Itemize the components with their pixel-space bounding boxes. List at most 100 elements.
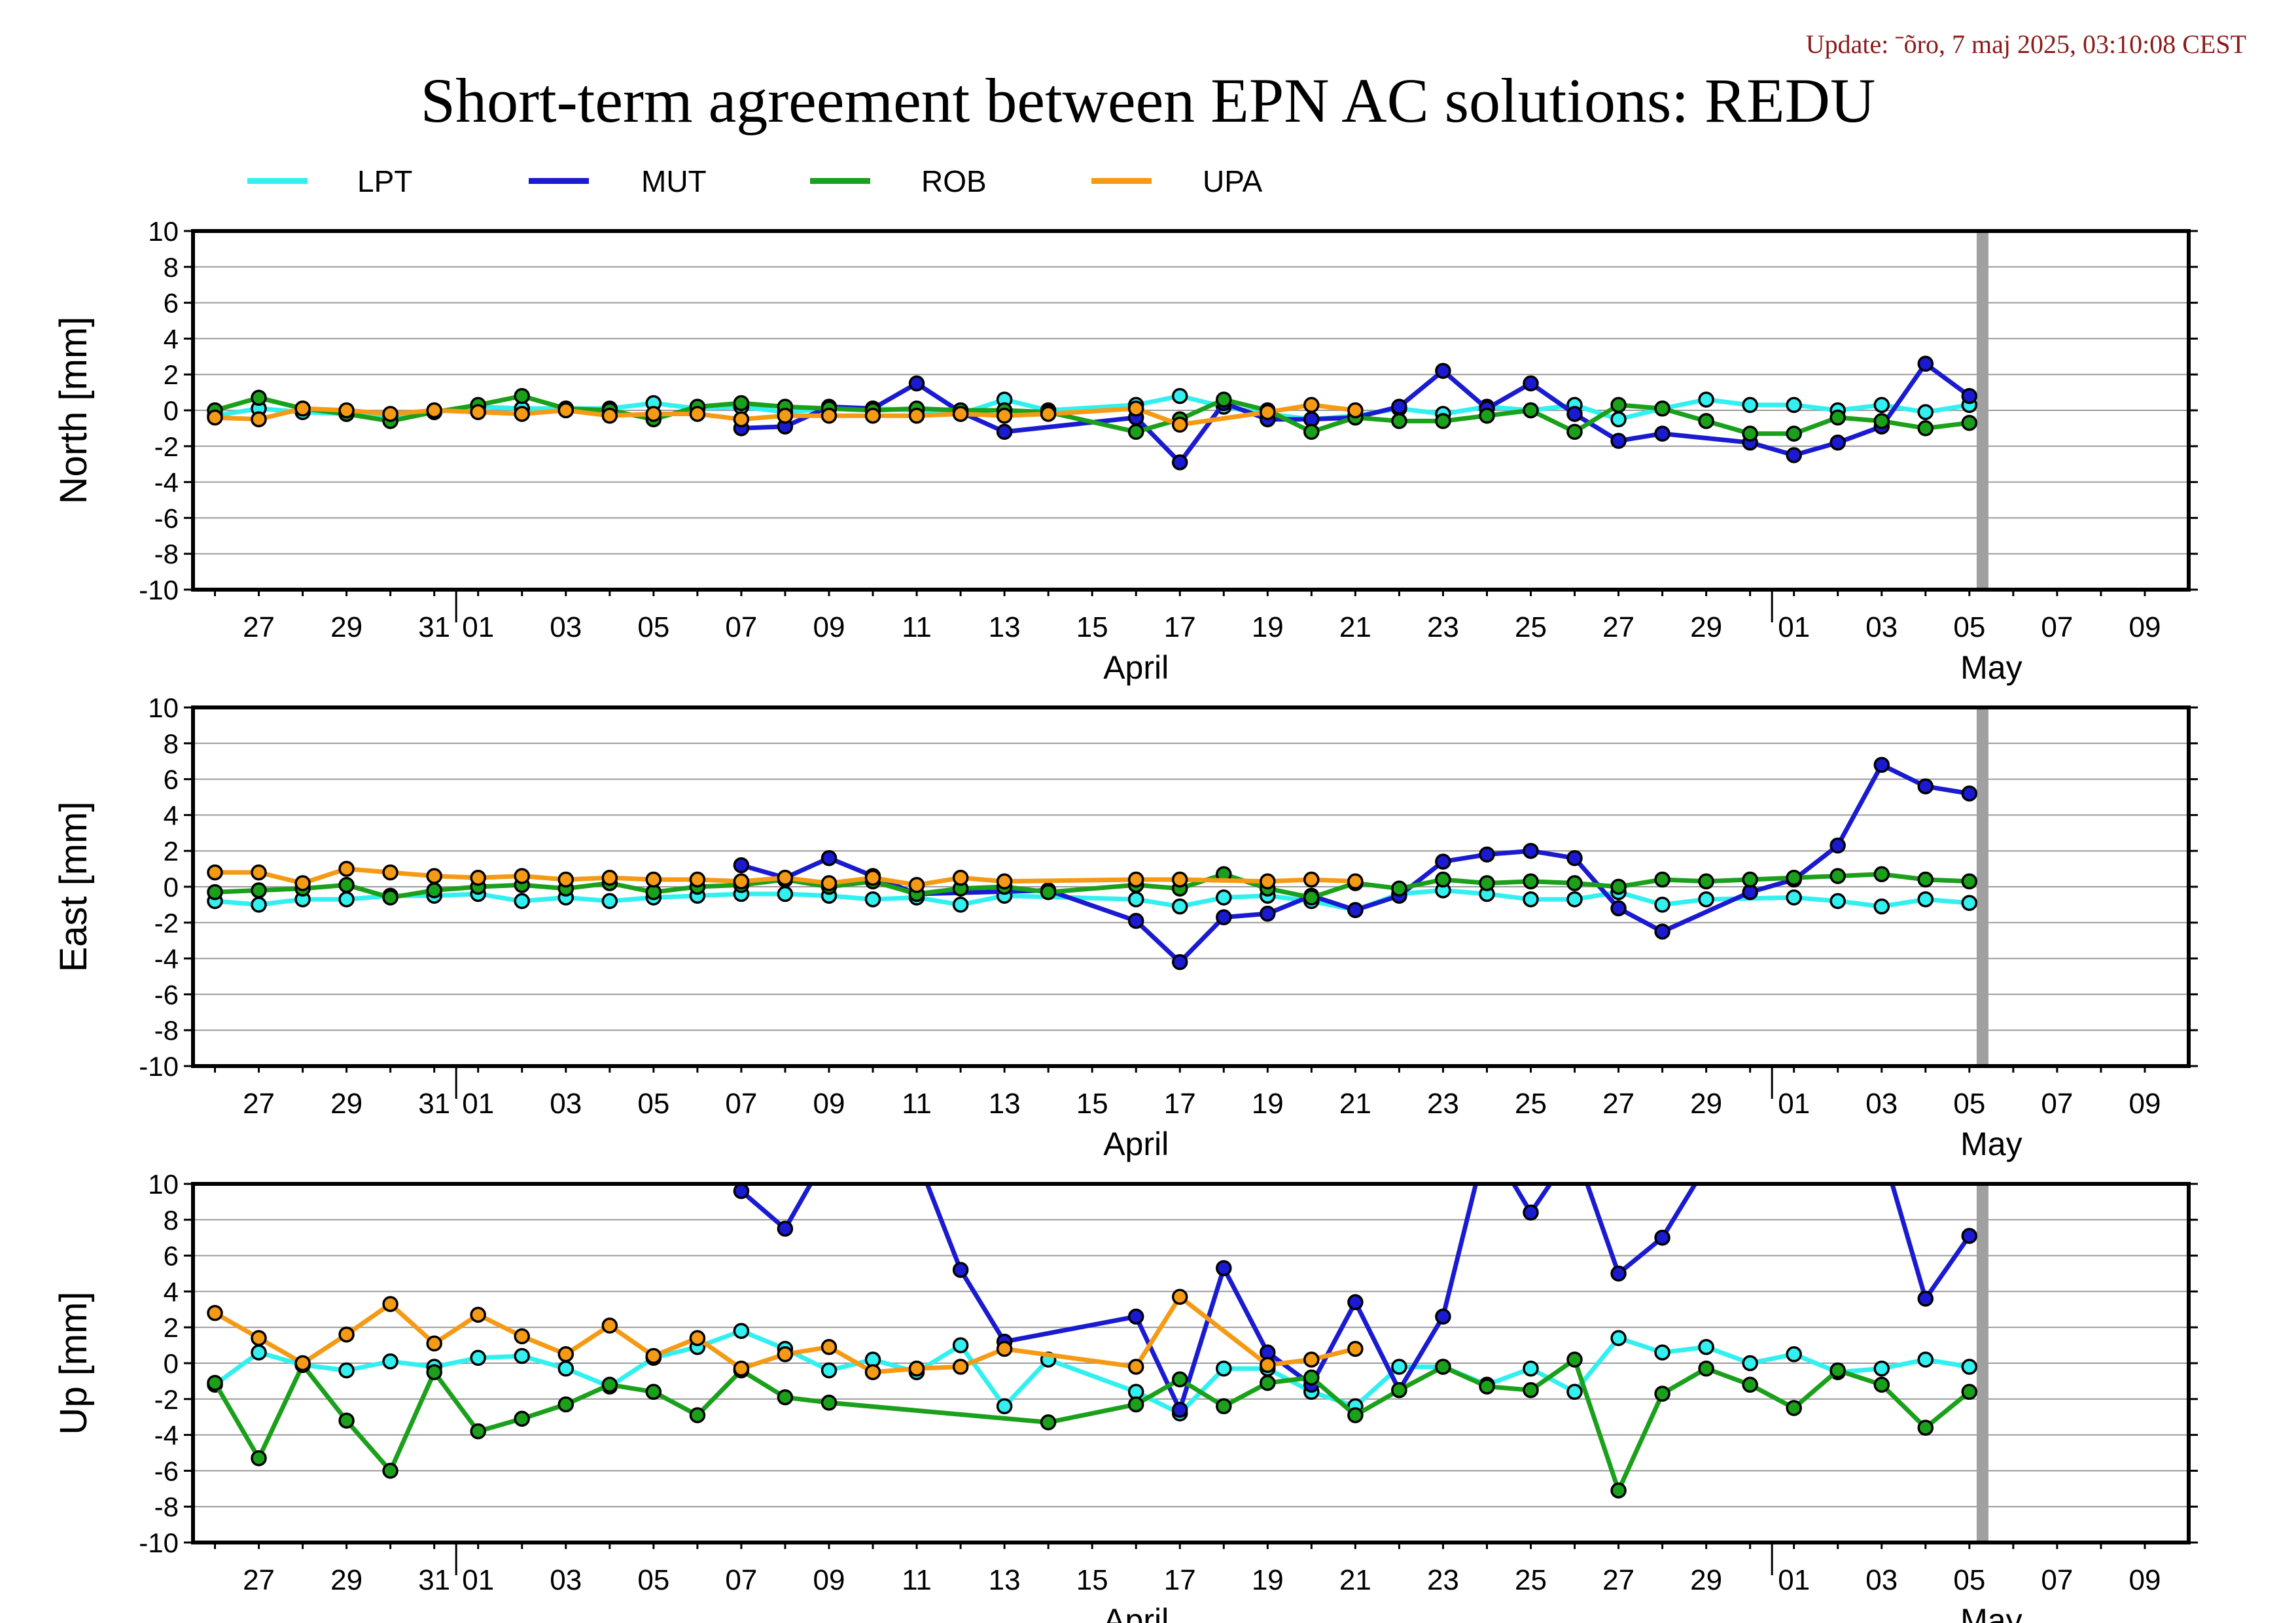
data-point-lpt bbox=[1171, 387, 1188, 404]
data-point-upa bbox=[426, 402, 442, 419]
x-tick-label: 15 bbox=[1076, 1088, 1108, 1120]
legend-label-upa: UPA bbox=[1203, 164, 1263, 198]
data-point-mut bbox=[1347, 1294, 1364, 1311]
x-tick-label: 05 bbox=[637, 611, 669, 643]
x-tick-label: 05 bbox=[1953, 1088, 1985, 1120]
data-point-upa bbox=[557, 1346, 574, 1363]
data-point-mut bbox=[866, 1105, 880, 1119]
data-point-rob bbox=[338, 1412, 355, 1429]
x-tick-label: 03 bbox=[1865, 611, 1898, 643]
x-tick-label: 31 bbox=[418, 1564, 450, 1596]
x-tick-label: 27 bbox=[243, 1564, 275, 1596]
data-point-rob bbox=[251, 882, 267, 899]
data-point-rob bbox=[1566, 423, 1583, 440]
data-point-mut bbox=[1654, 425, 1670, 442]
data-point-mut bbox=[733, 1184, 750, 1200]
data-point-upa bbox=[1303, 871, 1320, 888]
data-point-upa bbox=[645, 406, 662, 422]
data-point-upa bbox=[1303, 397, 1320, 414]
legend-swatch-upa bbox=[1091, 178, 1152, 184]
data-point-mut bbox=[1171, 1401, 1188, 1418]
data-point-lpt bbox=[514, 893, 530, 910]
y-tick-label: 0 bbox=[164, 395, 179, 426]
data-point-rob bbox=[1917, 871, 1934, 888]
x-tick-label: 07 bbox=[2041, 611, 2073, 643]
x-tick-label: 11 bbox=[902, 1564, 932, 1596]
data-point-upa bbox=[294, 1355, 311, 1372]
data-point-upa bbox=[864, 870, 881, 886]
data-point-upa bbox=[470, 404, 486, 420]
x-tick-label: 31 bbox=[418, 1088, 450, 1120]
series-line-lpt bbox=[214, 393, 1970, 422]
panel-2: 10 8 6 4 2 0 -2 -4 -6 -8 -10 Up [mm] 27 29 31 01 03 05 07 0… bbox=[52, 1105, 2198, 1623]
legend-item-upa[interactable]: UPA bbox=[1091, 157, 1288, 203]
x-tick-label: 29 bbox=[330, 1564, 362, 1596]
data-point-mut bbox=[777, 1221, 794, 1237]
data-point-lpt bbox=[1961, 895, 1978, 911]
data-point-upa bbox=[1347, 873, 1364, 890]
x-tick-label: 01 bbox=[1778, 611, 1810, 643]
data-point-lpt bbox=[251, 897, 267, 913]
y-tick-label: -8 bbox=[154, 1491, 179, 1522]
data-point-rob bbox=[1216, 391, 1232, 408]
data-point-upa bbox=[338, 1326, 355, 1343]
x-tick-label: 03 bbox=[550, 611, 582, 643]
x-month-label: May bbox=[1960, 649, 2022, 686]
y-tick-label: -10 bbox=[139, 1527, 179, 1558]
y-tick-label: -8 bbox=[154, 1015, 179, 1046]
y-tick-label: -6 bbox=[154, 1455, 179, 1486]
x-tick-label: 31 bbox=[418, 611, 450, 643]
data-point-mut bbox=[1654, 923, 1670, 940]
data-point-mut bbox=[1260, 905, 1276, 922]
data-point-rob bbox=[251, 1450, 267, 1467]
data-point-upa bbox=[777, 1346, 794, 1363]
series-line-mut bbox=[739, 1184, 1971, 1412]
data-point-upa bbox=[1127, 871, 1144, 888]
data-point-rob bbox=[1786, 870, 1802, 886]
x-tick-label: 01 bbox=[462, 1564, 494, 1596]
data-point-mut bbox=[1347, 902, 1364, 918]
x-month-label: May bbox=[1960, 1602, 2022, 1623]
x-tick-label: 29 bbox=[330, 1088, 362, 1120]
data-point-upa bbox=[514, 406, 530, 422]
data-point-rob bbox=[1303, 1369, 1320, 1386]
y-tick-label: 4 bbox=[164, 1276, 179, 1307]
data-point-upa bbox=[952, 870, 969, 886]
data-point-lpt bbox=[1917, 891, 1934, 908]
data-point-upa bbox=[382, 864, 398, 881]
plot-frame bbox=[191, 705, 2191, 1068]
data-point-upa bbox=[514, 1328, 530, 1345]
x-tick-label: 11 bbox=[902, 1088, 932, 1120]
data-point-mut bbox=[1610, 433, 1627, 449]
x-tick-label: 23 bbox=[1427, 611, 1459, 643]
data-point-mut bbox=[1568, 1141, 1581, 1155]
data-point-rob bbox=[1260, 1374, 1276, 1391]
x-tick-label: 03 bbox=[1865, 1564, 1898, 1596]
y-tick-label: 8 bbox=[164, 728, 179, 759]
y-tick-label: 10 bbox=[148, 692, 179, 723]
data-point-rob bbox=[1654, 1385, 1670, 1402]
data-point-lpt bbox=[1610, 411, 1627, 427]
x-tick-label: 01 bbox=[1778, 1088, 1810, 1120]
legend-item-rob[interactable]: ROB bbox=[810, 157, 1006, 203]
data-point-lpt bbox=[1742, 397, 1758, 414]
data-point-mut bbox=[1127, 912, 1144, 929]
data-point-upa bbox=[1303, 1351, 1320, 1368]
legend-item-mut[interactable]: MUT bbox=[529, 157, 725, 203]
data-point-mut bbox=[1216, 909, 1232, 925]
data-point-lpt bbox=[1216, 1360, 1232, 1377]
data-point-rob bbox=[1303, 423, 1320, 440]
data-point-mut bbox=[1699, 1159, 1713, 1173]
data-point-upa bbox=[1171, 416, 1188, 433]
legend-item-lpt[interactable]: LPT bbox=[247, 157, 444, 203]
data-point-upa bbox=[1347, 402, 1364, 419]
x-tick-label: 25 bbox=[1515, 611, 1547, 643]
plot-area bbox=[207, 757, 1978, 971]
data-point-lpt bbox=[1786, 1346, 1802, 1363]
data-point-upa bbox=[777, 407, 794, 424]
data-point-mut bbox=[1961, 785, 1978, 802]
data-point-upa bbox=[821, 407, 838, 424]
x-tick-label: 09 bbox=[813, 1564, 845, 1596]
data-point-lpt bbox=[1566, 891, 1583, 908]
plot-area bbox=[207, 1105, 1978, 1499]
